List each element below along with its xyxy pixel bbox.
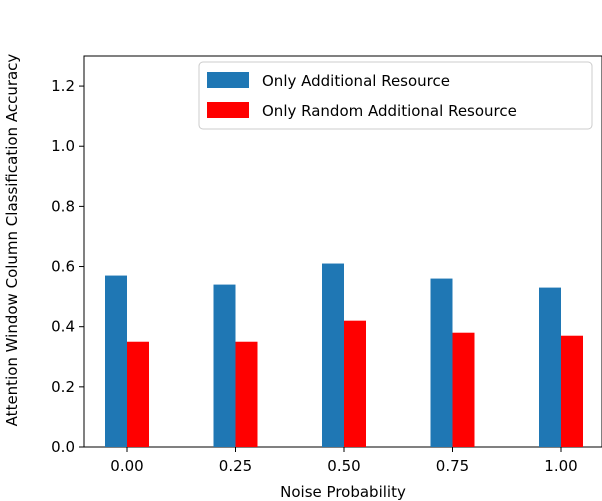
bar-series-1-0.25 xyxy=(235,341,258,447)
x-tick-label-0.50: 0.50 xyxy=(327,457,360,475)
y-axis: 0.0 0.2 0.4 0.6 0.8 1.0 1.2 xyxy=(51,77,84,456)
bar-series-0-0.50 xyxy=(322,263,344,447)
y-tick-label-0.8: 0.8 xyxy=(51,197,75,215)
x-tick-label-0.00: 0.00 xyxy=(110,457,143,475)
x-axis: 0.00 0.25 0.50 0.75 1.00 xyxy=(110,447,578,475)
x-tick-label-0.75: 0.75 xyxy=(436,457,469,475)
y-tick-label-0.4: 0.4 xyxy=(51,318,75,336)
y-tick-label-1.2: 1.2 xyxy=(51,77,75,95)
bars-group xyxy=(105,263,583,447)
x-tick-label-0.25: 0.25 xyxy=(219,457,252,475)
x-tick-label-1.00: 1.00 xyxy=(544,457,577,475)
x-axis-label: Noise Probability xyxy=(280,483,406,501)
bar-series-1-0.75 xyxy=(452,332,475,447)
bar-series-1-0.00 xyxy=(127,341,149,447)
y-tick-label-0.6: 0.6 xyxy=(51,258,75,276)
bar-series-1-0.50 xyxy=(344,320,366,447)
legend-label-only-additional-resource: Only Additional Resource xyxy=(262,72,450,90)
y-tick-label-0.2: 0.2 xyxy=(51,378,75,396)
bar-series-0-1.00 xyxy=(539,287,561,447)
y-tick-label-0.0: 0.0 xyxy=(51,438,75,456)
bar-series-0-0.75 xyxy=(430,278,453,447)
bar-series-1-1.00 xyxy=(561,335,583,447)
legend: Only Additional Resource Only Random Add… xyxy=(198,61,593,130)
legend-label-only-random-additional-resource: Only Random Additional Resource xyxy=(262,102,517,120)
y-tick-label-1.0: 1.0 xyxy=(51,137,75,155)
legend-box xyxy=(198,61,593,130)
bar-series-0-0.25 xyxy=(213,284,236,447)
legend-swatch-only-random-additional-resource xyxy=(207,102,249,118)
bar-series-0-0.00 xyxy=(105,275,127,447)
legend-swatch-only-additional-resource xyxy=(207,72,249,88)
y-axis-label: Attention Window Column Classification A… xyxy=(3,54,21,427)
